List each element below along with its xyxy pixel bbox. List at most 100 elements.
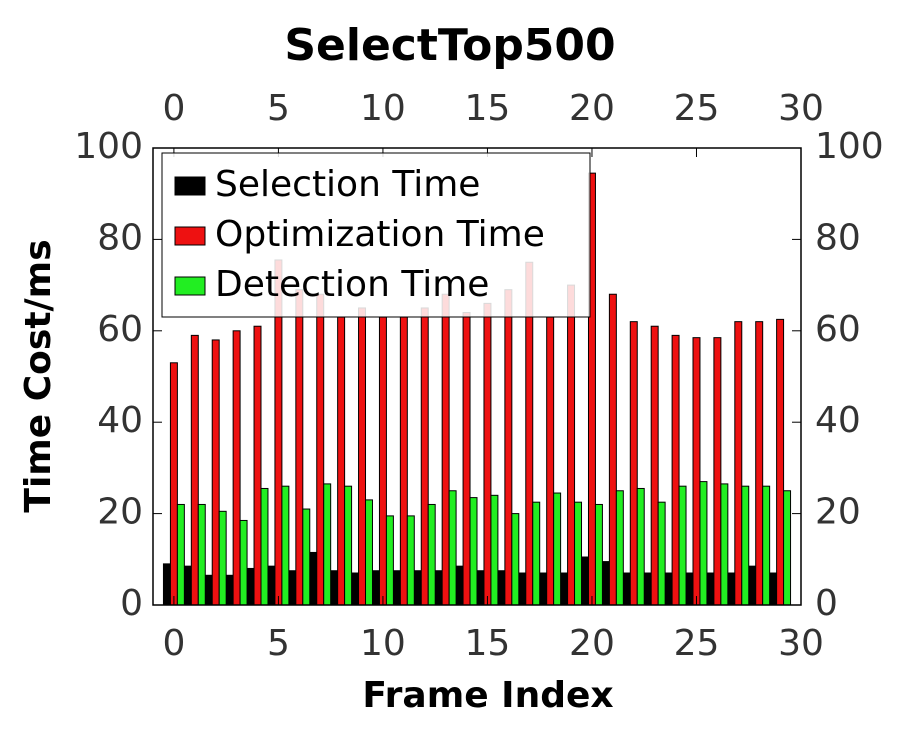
bar [518,572,527,606]
bar [650,325,659,606]
y-tick-label: 20 [97,492,143,533]
bar [169,362,178,606]
bar [567,284,576,606]
bar [574,501,583,606]
bar [204,574,213,606]
bar [281,485,290,606]
y-tick-label: 100 [74,126,143,167]
bar [316,293,325,606]
bar [420,307,429,606]
bar [309,551,318,606]
bar [399,316,408,606]
bar [776,318,785,606]
bar [685,572,694,606]
x2-tick-label: 15 [465,88,511,129]
bar [699,481,708,606]
x-tick-label: 20 [569,623,615,664]
bar [678,485,687,606]
y-tick-label: 80 [97,217,143,258]
bar [427,503,436,606]
x2-tick-label: 0 [162,88,185,129]
y2-tick-label: 60 [815,309,861,350]
bar [713,337,722,606]
x-tick-label: 15 [465,623,511,664]
bar [371,570,380,606]
x-axis-label: Frame Index [362,675,613,716]
bar [253,325,262,606]
bar [218,510,227,606]
y2-tick-label: 100 [815,126,884,167]
bar [741,485,750,606]
legend-swatch [174,276,206,296]
y2-tick-label: 0 [815,583,838,624]
bar [546,316,555,606]
x-tick-label: 5 [267,623,290,664]
x-tick-label: 10 [360,623,406,664]
legend-label: Detection Time [215,264,489,305]
bar [462,312,471,606]
bar [267,565,276,606]
bar [734,321,743,606]
bar [344,485,353,606]
bar [225,574,234,606]
bar [560,572,569,606]
bar [190,334,199,606]
bar [413,570,422,606]
bar [337,316,346,606]
legend-label: Optimization Time [215,214,545,255]
bar [692,337,701,606]
bar [622,572,631,606]
bar [183,565,192,606]
y2-tick-label: 40 [815,400,861,441]
bar [762,485,771,606]
bar [434,570,443,606]
bar [727,572,736,606]
x-tick-label: 30 [778,623,824,664]
bar [330,570,339,606]
bar [469,497,478,606]
x2-tick-label: 20 [569,88,615,129]
bar [671,334,680,606]
legend-swatch [174,176,206,196]
bar [483,302,492,606]
bar [211,339,220,606]
bar [260,487,269,606]
x2-tick-label: 25 [674,88,720,129]
bar [351,572,360,606]
bar [657,501,666,606]
bar [748,565,757,606]
bar [385,515,394,606]
bar [295,289,304,606]
bar [615,490,624,606]
y2-tick-label: 80 [815,217,861,258]
y2-tick-label: 20 [815,492,861,533]
y-axis-label: Time Cost/ms [18,239,59,512]
bar [448,490,457,606]
bar [302,508,311,606]
bar [755,321,764,606]
bar [532,501,541,606]
bar [769,572,778,606]
bar [378,316,387,606]
bar [504,289,513,606]
bar [441,293,450,606]
bar [629,321,638,606]
bar [643,572,652,606]
bar [511,513,520,606]
bar [581,556,589,606]
bar [601,561,610,606]
bar [162,563,171,606]
x-tick-label: 0 [162,623,185,664]
bar [490,494,499,606]
x2-tick-label: 10 [360,88,406,129]
bar [497,570,506,606]
bar [197,503,206,606]
bar [323,483,332,606]
x2-tick-label: 30 [778,88,824,129]
bar [232,330,241,606]
bar [664,572,673,606]
y-tick-label: 0 [120,583,143,624]
bar [720,483,729,606]
bar [288,570,297,606]
